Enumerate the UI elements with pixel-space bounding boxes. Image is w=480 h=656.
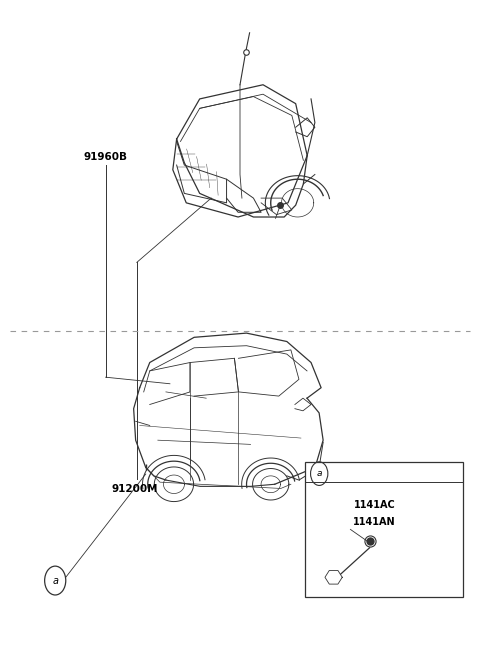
Text: a: a [52, 575, 58, 586]
Text: 1141AN: 1141AN [353, 516, 396, 527]
Text: 91200M: 91200M [111, 483, 157, 494]
Polygon shape [325, 571, 342, 584]
Text: 91960B: 91960B [84, 152, 128, 163]
FancyBboxPatch shape [305, 462, 463, 597]
Text: 1141AC: 1141AC [354, 500, 395, 510]
Text: a: a [316, 469, 322, 478]
